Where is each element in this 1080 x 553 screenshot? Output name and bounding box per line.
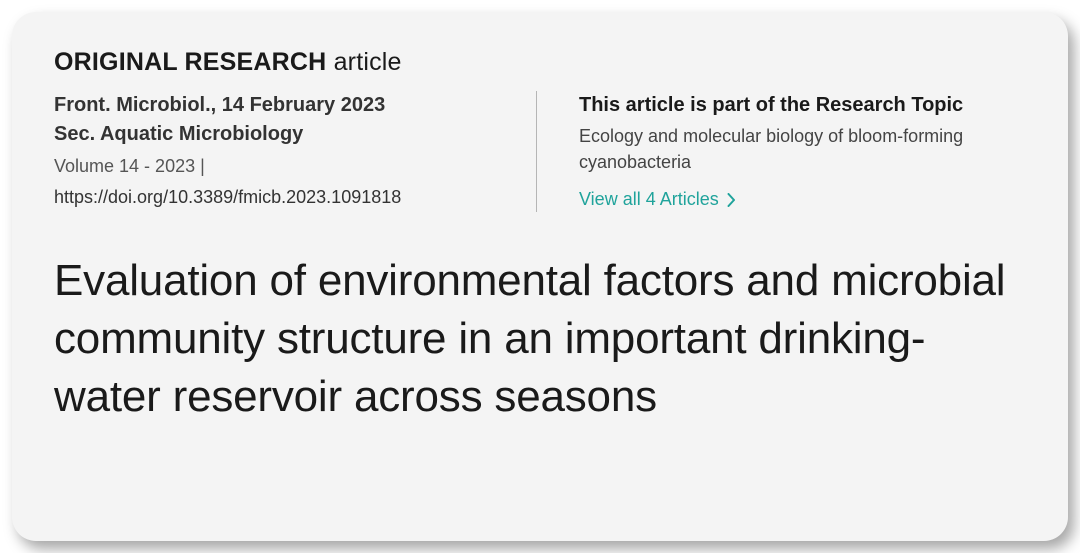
meta-row: Front. Microbiol., 14 February 2023 Sec.… (54, 91, 1026, 212)
topic-heading: This article is part of the Research Top… (579, 91, 1026, 119)
article-type-prefix: ORIGINAL RESEARCH (54, 48, 326, 76)
view-all-link[interactable]: View all 4 Articles (579, 189, 736, 210)
doi-link[interactable]: https://doi.org/10.3389/fmicb.2023.10918… (54, 182, 494, 213)
section: Sec. Aquatic Microbiology (54, 120, 494, 149)
article-type: ORIGINAL RESEARCH article (54, 48, 1026, 77)
chevron-right-icon (727, 193, 736, 207)
article-card: ORIGINAL RESEARCH article Front. Microbi… (12, 12, 1068, 541)
topic-description: Ecology and molecular biology of bloom-f… (579, 123, 1026, 175)
view-all-label: View all 4 Articles (579, 189, 719, 210)
volume: Volume 14 - 2023 | (54, 151, 494, 182)
meta-right: This article is part of the Research Top… (536, 91, 1026, 212)
journal-date: Front. Microbiol., 14 February 2023 (54, 91, 494, 120)
meta-left: Front. Microbiol., 14 February 2023 Sec.… (54, 91, 494, 212)
article-type-suffix: article (326, 48, 401, 76)
article-title: Evaluation of environmental factors and … (54, 252, 1026, 426)
